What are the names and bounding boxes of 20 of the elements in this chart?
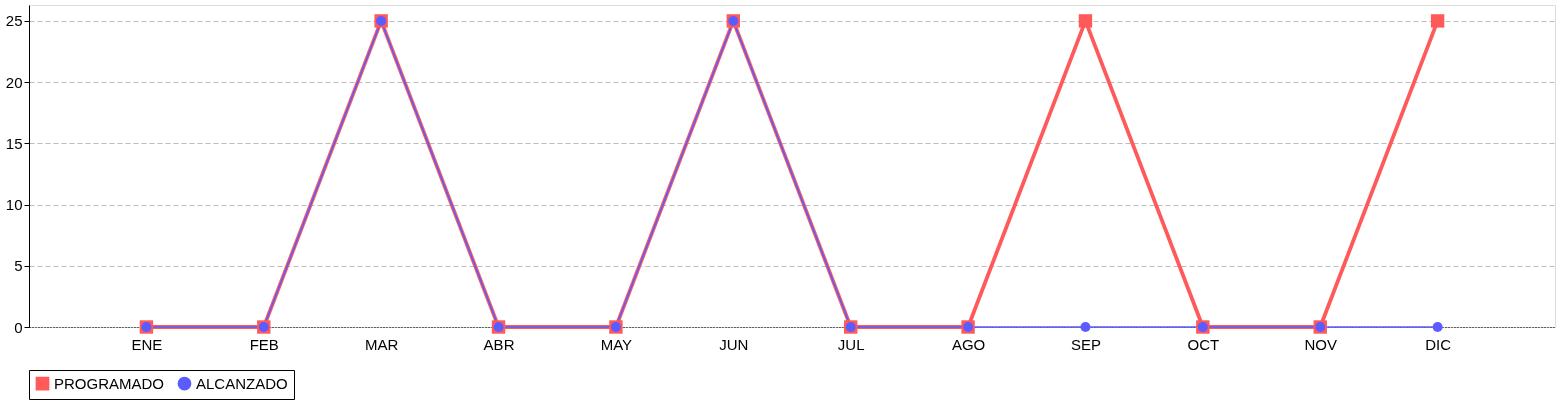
x-tick-label: FEB (249, 335, 279, 353)
x-tick-label: JUL (837, 335, 865, 353)
x-tick-label: OCT (1187, 335, 1220, 353)
y-tick-label: 15 (5, 134, 23, 152)
y-tick-label: 20 (5, 73, 23, 91)
y-tick-label: 10 (5, 196, 23, 214)
x-tick-label: AGO (951, 335, 986, 353)
x-tick-label: ENE (131, 335, 163, 353)
legend-label: PROGRAMADO (54, 374, 165, 392)
x-tick-label: ABR (483, 335, 515, 353)
y-tick-label: 0 (14, 318, 23, 336)
y-tick-label: 5 (14, 257, 23, 275)
x-tick-label: MAY (600, 335, 633, 353)
x-tick-label: NOV (1304, 335, 1337, 353)
y-tick-label: 25 (5, 12, 23, 30)
x-tick-label: JUN (719, 335, 749, 353)
x-tick-label: DIC (1425, 335, 1452, 353)
x-tick-label: MAR (364, 335, 399, 353)
x-tick-label: SEP (1070, 335, 1101, 353)
legend-label: ALCANZADO (196, 374, 288, 392)
